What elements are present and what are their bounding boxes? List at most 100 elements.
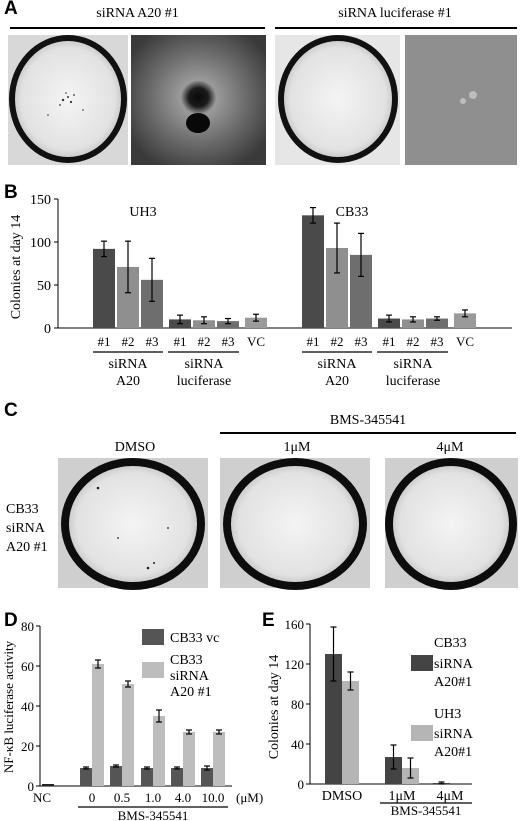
x-tick-label: #3 [355,334,368,349]
x-tick-label: VC [247,334,265,349]
legend-swatch [411,655,433,671]
panel-a-right-rule [275,27,517,29]
bar [326,248,348,328]
y-tick-label: 160 [285,617,305,632]
y-axis-label: NF-κB luciferase activity [1,640,16,773]
bar [342,681,359,784]
y-tick-label: 100 [30,236,51,251]
group-label: siRNA [185,357,225,372]
well-right [284,41,392,157]
legend-label: siRNA [170,669,210,684]
colony-core [186,113,210,133]
row-label-line3: A20 #1 [6,540,48,555]
y-tick-label: 50 [37,279,51,294]
legend-label: A20#1 [434,675,472,690]
y-tick-label: 0 [28,779,35,794]
bms-rule [220,432,516,434]
row-label-line2: siRNA [6,521,45,536]
y-axis-label: Colonies at day 14 [9,215,24,320]
bar [385,757,402,784]
chart-b: 0 50 100 150 Colonies at day 14 #1 #2 #3 #1 #2 #3 V… [9,193,512,389]
bar [201,768,213,786]
x-tick-label: #3 [431,334,444,349]
x-tick-label: NC [33,790,51,805]
x-tick-label: #1 [174,334,187,349]
row-label-line1: CB33 [6,502,39,517]
legend-swatch [142,662,164,678]
bar [110,766,122,786]
group-label: siRNA [109,357,149,372]
bar [42,784,54,786]
group-label: luciferase [386,374,440,389]
bar [153,716,165,786]
panel-a-left-title: siRNA A20 #1 [96,6,179,21]
y-tick-label: 40 [291,737,304,752]
dose2-well [393,466,509,582]
legend-swatch [411,725,433,741]
legend-label: siRNA [434,657,474,672]
bar [325,654,342,784]
bar [213,732,225,786]
legend-label: CB33 [170,653,203,668]
panel-a-left-rule [10,27,265,29]
group-label: siRNA [394,357,434,372]
x-tick-label: #1 [98,334,111,349]
y-tick-label: 80 [21,619,34,634]
panel-letter-d: D [4,610,18,631]
x-axis-label: BMS-345541 [391,803,462,818]
x-tick-label: #2 [407,334,420,349]
dose1-well [231,466,359,582]
x-tick-label: #3 [222,334,235,349]
legend-label: A20 #1 [170,685,212,700]
dmso-well [69,466,197,582]
dose-4um-label: 4μM [436,440,464,455]
well-left [15,41,121,157]
group-title: UH3 [129,205,156,220]
cell-blob [469,91,477,99]
panel-c-images [58,458,518,590]
x-tick-label: 0 [89,790,96,805]
bar [141,768,153,786]
group-label: siRNA [318,357,358,372]
bar [378,318,400,328]
x-tick-label: #1 [307,334,320,349]
bar [426,318,448,328]
panel-letter-b: B [4,182,18,203]
zoom-colony-image [131,35,266,165]
x-tick-label: 4.0 [175,790,191,805]
x-tick-label: #2 [122,334,135,349]
bar [122,684,134,786]
panel-letter-c: C [4,400,18,421]
x-tick-label: 4μM [437,789,465,804]
y-tick-label: 150 [30,193,51,208]
x-axis-label: BMS-345541 [118,808,189,821]
y-tick-label: 60 [21,659,34,674]
bar [183,732,195,786]
panel-a-right-title: siRNA luciferase #1 [338,6,452,21]
dose-1um-label: 1μM [283,440,311,455]
y-axis-label: Colonies at day 14 [267,655,282,760]
legend-label: UH3 [434,707,461,722]
panel-letter-e: E [262,610,275,631]
y-tick-label: 20 [21,739,34,754]
dmso-colonies [96,486,169,570]
group-title: CB33 [336,205,369,220]
x-tick-label: 1μM [389,789,417,804]
group-label: A20 [325,374,349,389]
x-tick-label: 1.0 [145,790,161,805]
y-tick-label: 0 [44,322,51,337]
cell-blob [460,98,466,104]
unit-label: (μM) [236,790,263,805]
x-tick-label: #2 [198,334,211,349]
bar [93,248,115,328]
group-label: luciferase [177,374,231,389]
bar [350,254,372,328]
legend-label: siRNA [434,727,474,742]
x-tick-label: 0.5 [114,790,130,805]
y-tick-label: 120 [285,657,305,672]
bar [302,215,324,328]
bar [217,321,239,328]
bar [245,317,267,328]
legend-swatch [142,629,164,645]
